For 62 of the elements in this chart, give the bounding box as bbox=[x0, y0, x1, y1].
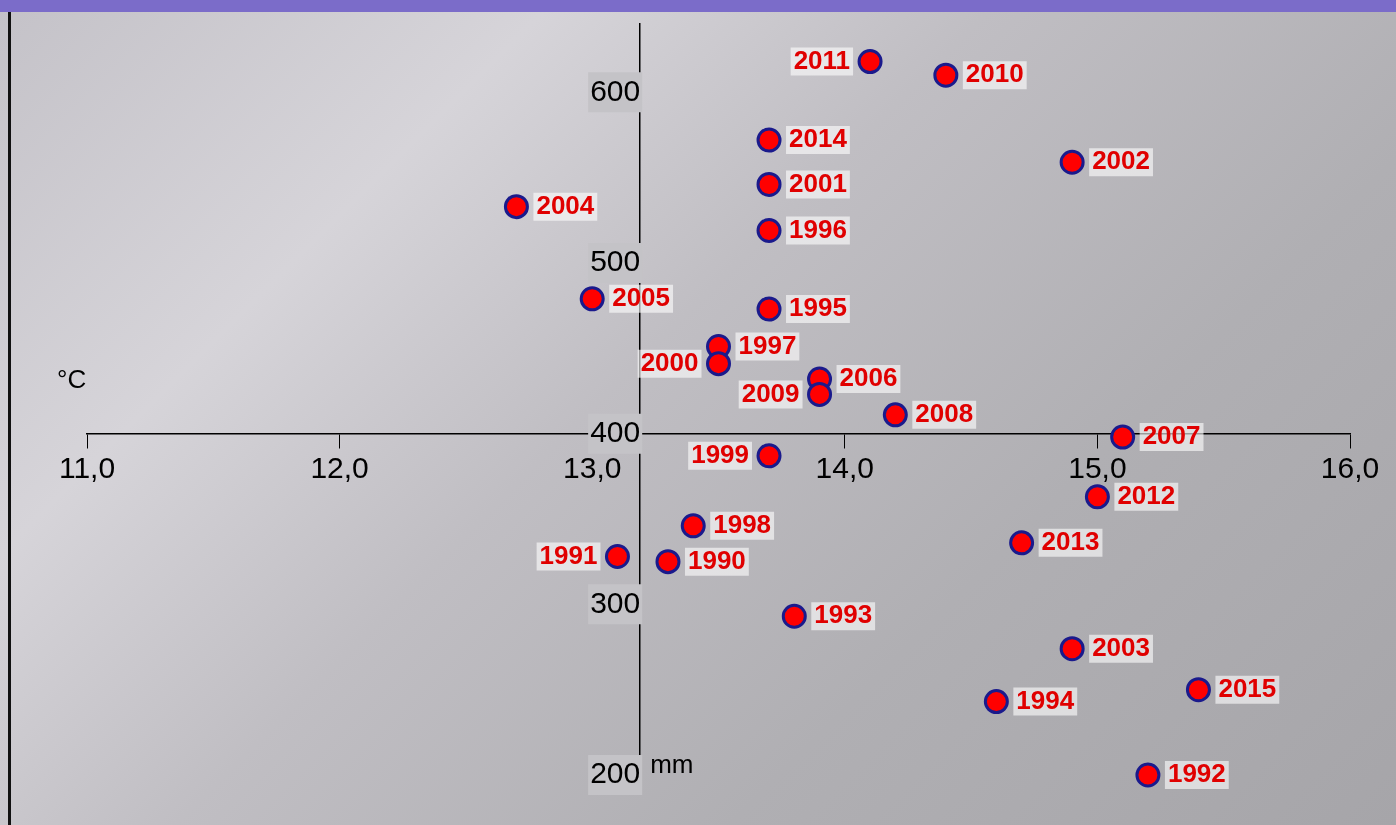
annotation: 1991 bbox=[539, 539, 598, 570]
point bbox=[781, 603, 807, 629]
annotation: 2002 bbox=[1092, 145, 1150, 176]
annotation: 2015 bbox=[1218, 672, 1277, 703]
point bbox=[706, 351, 731, 377]
y-tick-label: 400 bbox=[590, 414, 641, 448]
point bbox=[807, 381, 833, 407]
point bbox=[604, 544, 630, 570]
point bbox=[857, 49, 883, 75]
x-tick-label: 14,0 bbox=[815, 450, 874, 484]
point bbox=[882, 402, 908, 428]
y-tick-label: 600 bbox=[590, 73, 641, 107]
point bbox=[756, 296, 782, 322]
annotation: 1993 bbox=[814, 599, 873, 630]
annotation: 1997 bbox=[738, 329, 797, 360]
point bbox=[1009, 530, 1035, 556]
annotation: 2012 bbox=[1117, 479, 1176, 510]
point bbox=[1059, 636, 1085, 662]
point bbox=[680, 513, 706, 539]
annotation: 2001 bbox=[789, 167, 847, 198]
annotation: 2006 bbox=[839, 362, 898, 393]
y-tick-label: 300 bbox=[590, 585, 641, 619]
annotation: 1992 bbox=[1167, 758, 1226, 789]
annotation: 2005 bbox=[612, 281, 671, 312]
annotation: 2014 bbox=[789, 123, 848, 154]
annotation: 1990 bbox=[687, 544, 746, 575]
point bbox=[933, 62, 959, 88]
x-tick-label: 12,0 bbox=[310, 450, 369, 484]
annotation: 1999 bbox=[691, 439, 750, 469]
point bbox=[655, 549, 681, 575]
annotation: 1996 bbox=[789, 213, 847, 244]
annotation: 2009 bbox=[741, 377, 800, 408]
y-tick-label: 200 bbox=[590, 756, 641, 790]
point bbox=[579, 286, 605, 312]
x-axis-title: °C bbox=[57, 363, 87, 394]
y-tick-label: 500 bbox=[590, 244, 641, 278]
annotation: 2004 bbox=[536, 189, 595, 220]
annotation: 2008 bbox=[915, 398, 974, 429]
x-tick-label: 16,0 bbox=[1320, 450, 1380, 484]
annotation: 2000 bbox=[640, 346, 699, 377]
point bbox=[1059, 149, 1085, 175]
annotation: 2003 bbox=[1092, 631, 1150, 662]
x-tick-label: 11,0 bbox=[58, 450, 116, 484]
annotation: 1998 bbox=[713, 508, 772, 539]
point bbox=[983, 689, 1009, 715]
x-tick-label: 13,0 bbox=[563, 450, 622, 484]
point bbox=[756, 171, 782, 197]
annotation: 2010 bbox=[965, 58, 1024, 89]
point bbox=[756, 127, 782, 153]
point bbox=[1135, 762, 1161, 788]
point bbox=[1084, 484, 1110, 510]
annotation: 2013 bbox=[1041, 526, 1100, 557]
annotation: 1995 bbox=[789, 292, 847, 323]
point bbox=[756, 443, 782, 469]
point bbox=[1110, 424, 1136, 450]
annotation: 2007 bbox=[1142, 420, 1201, 451]
point bbox=[503, 194, 529, 220]
annotation: 2011 bbox=[793, 44, 851, 75]
point bbox=[756, 218, 782, 244]
annotation: 1994 bbox=[1016, 684, 1075, 715]
y-axis-title: mm bbox=[650, 749, 694, 780]
point bbox=[1185, 677, 1211, 703]
